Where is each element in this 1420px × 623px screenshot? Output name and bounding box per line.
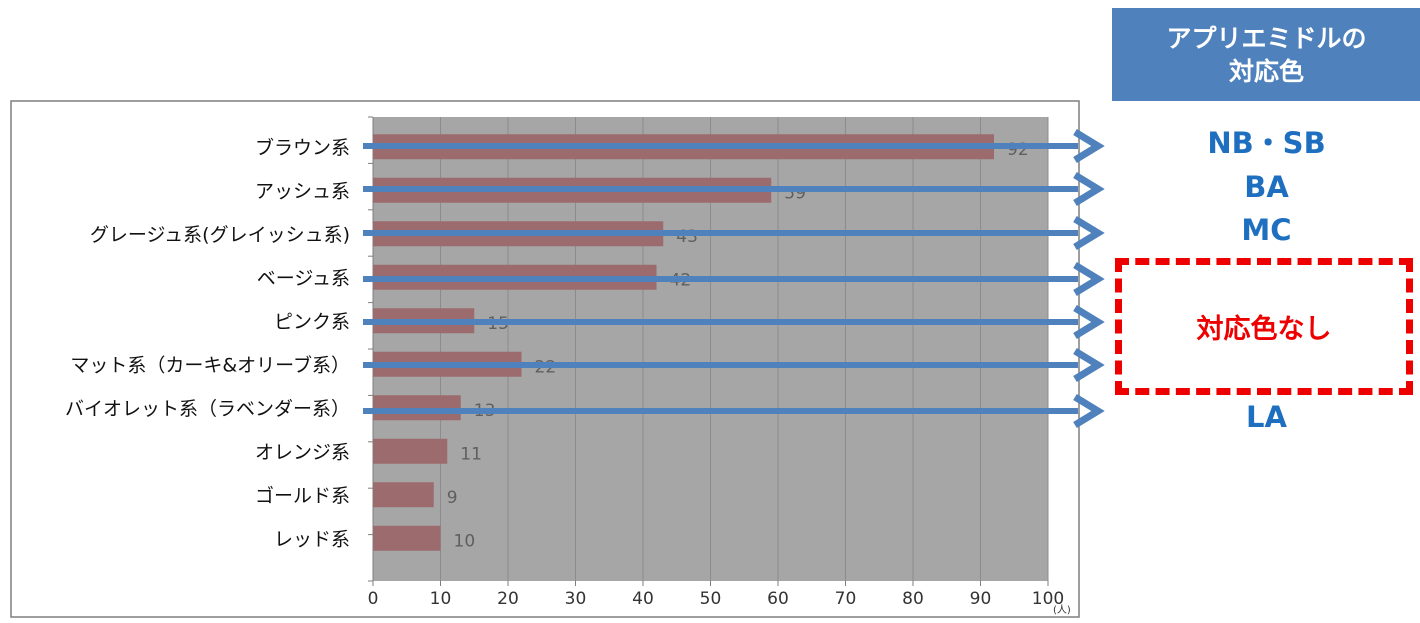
data-label: 92 xyxy=(1007,140,1029,160)
mapping-arrow-head xyxy=(1073,394,1105,428)
mapping-arrow-head xyxy=(1073,262,1105,296)
x-tick-label: 40 xyxy=(632,589,654,609)
no-match-box: 対応色なし xyxy=(1115,258,1413,395)
category-label: ゴールド系 xyxy=(255,485,350,507)
x-tick-label: 20 xyxy=(497,589,519,609)
data-label: 11 xyxy=(460,444,482,464)
bar xyxy=(373,482,434,508)
bar xyxy=(373,438,448,464)
mapping-label-ash: BA xyxy=(1244,170,1289,204)
x-tick-label: 0 xyxy=(368,589,379,609)
category-label: ピンク系 xyxy=(274,311,350,333)
x-tick-label: 10 xyxy=(430,589,452,609)
category-label: ブラウン系 xyxy=(255,136,350,159)
data-label: 43 xyxy=(676,227,698,247)
x-tick-label: 70 xyxy=(835,589,857,609)
mapping-label-greige: MC xyxy=(1241,213,1292,247)
x-tick-label: 100 xyxy=(1032,589,1064,609)
data-label: 9 xyxy=(447,488,458,508)
category-label: ベージュ系 xyxy=(257,267,350,289)
category-label: バイオレット系（ラベンダー系） xyxy=(65,398,350,420)
mapping-arrow-head xyxy=(1073,305,1105,339)
bar xyxy=(373,395,461,421)
bar xyxy=(373,525,441,551)
x-tick-label: 60 xyxy=(767,589,789,609)
x-tick-label: 90 xyxy=(970,589,992,609)
mapping-arrow-head xyxy=(1073,129,1105,163)
x-unit-label: (人) xyxy=(1053,604,1071,616)
category-label: マット系（カーキ&オリーブ系） xyxy=(70,353,350,376)
mapping-label-violet: LA xyxy=(1246,400,1287,434)
category-label: アッシュ系 xyxy=(255,180,350,202)
category-label: レッド系 xyxy=(274,528,350,550)
x-tick-label: 80 xyxy=(902,589,924,609)
category-label: オレンジ系 xyxy=(255,441,350,463)
header-line-1: アプリエミドルの xyxy=(1166,23,1367,53)
mapping-arrow-head xyxy=(1073,216,1105,250)
x-tick-label: 50 xyxy=(700,589,722,609)
no-match-label: 対応色なし xyxy=(1196,314,1332,345)
data-label: 10 xyxy=(454,531,476,551)
mapping-label-brown: NB・SB xyxy=(1207,126,1326,160)
color-mapping-header: アプリエミドルの 対応色 xyxy=(1112,8,1420,101)
mapping-arrow-head xyxy=(1073,172,1105,206)
category-label: グレージュ系(グレイッシュ系) xyxy=(90,224,350,246)
header-line-2: 対応色 xyxy=(1228,56,1304,86)
mapping-arrow-head xyxy=(1073,348,1105,382)
x-tick-label: 30 xyxy=(565,589,587,609)
